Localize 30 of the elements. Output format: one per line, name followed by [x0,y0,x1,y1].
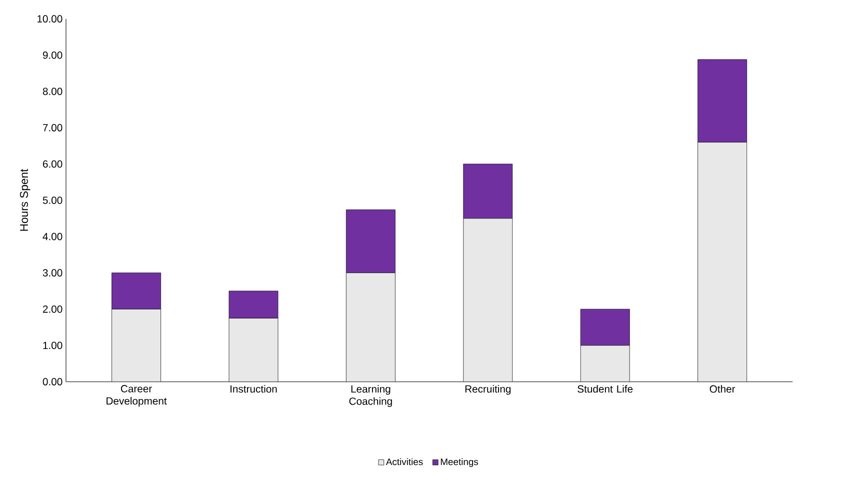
bar [112,309,161,382]
y-tick-label: 9.00 [42,52,62,59]
bar [463,218,513,382]
x-tick-label: Learning Coaching [349,385,392,408]
bar [580,309,630,346]
y-tick-label: 0.00 [42,378,62,386]
bar [698,142,748,382]
bar [228,290,278,319]
x-tick-label: Career Development [106,385,167,407]
legend-label: Activities [386,458,423,466]
y-tick-label: 6.00 [43,160,62,168]
bar [463,164,513,219]
y-tick-label: 2.00 [42,306,62,313]
x-tick-label: Recruiting [465,385,511,395]
y-tick-label: 3.00 [42,269,62,277]
bar [228,318,278,382]
y-tick-label: 5.00 [42,196,62,204]
legend-label: Meetings [440,458,478,468]
bar [580,345,630,382]
bar [346,210,396,274]
x-tick-label: Other [710,385,736,393]
y-tick-label: 8.00 [42,88,62,96]
y-tick-label: 4.00 [42,233,62,240]
bar [346,272,396,382]
y-tick-label: 7.00 [43,124,62,132]
x-tick-label: Student Life [578,385,633,393]
x-tick-label: Instruction [230,385,277,393]
y-tick-label: 10.00 [37,15,62,23]
y-tick-label: 1.00 [43,342,62,350]
y-axis-title: Hours Spent [20,169,30,231]
